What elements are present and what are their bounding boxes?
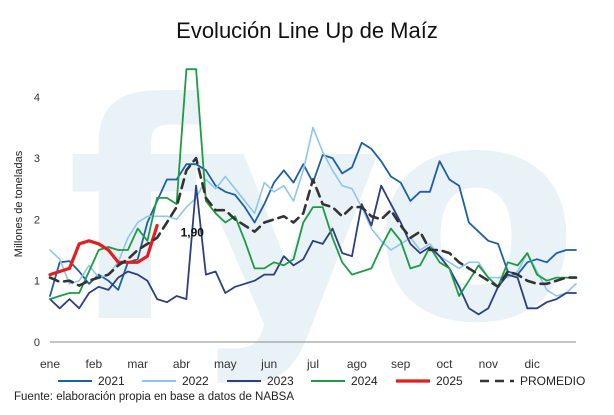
legend-item: PROMEDIO: [480, 374, 585, 388]
x-tick-label: ene: [40, 357, 60, 371]
y-tick-label: 0: [34, 337, 40, 349]
legend-item: 2021: [58, 374, 125, 388]
y-tick-label: 4: [34, 92, 40, 104]
legend: 2021 2022 2023 2024 2025 PROMEDIO: [58, 374, 585, 388]
series-line-2025: [48, 223, 159, 277]
legend-label: 2021: [98, 374, 125, 388]
x-tick-label: ago: [347, 357, 367, 371]
x-tick-label: mar: [127, 357, 148, 371]
source-note: Fuente: elaboración propia en base a dat…: [14, 391, 294, 403]
series-line-2024: [49, 68, 577, 301]
legend-label: 2023: [267, 374, 294, 388]
legend-label: 2024: [351, 374, 378, 388]
legend-label: 2025: [436, 374, 463, 388]
legend-label: 2022: [182, 374, 209, 388]
y-tick-label: 1: [34, 276, 40, 288]
x-tick-label: dic: [524, 357, 539, 371]
series-line-2023: [49, 184, 577, 316]
series-group: [48, 68, 578, 316]
x-tick-label: jul: [306, 357, 319, 371]
x-axis-ticks: ene feb mar abr may jun jul ago sep oct nov dic: [40, 357, 540, 371]
y-axis-ticks: 0 1 2 3 4: [34, 92, 40, 349]
legend-item: 2025: [396, 374, 463, 388]
x-tick-label: abr: [173, 357, 190, 371]
y-axis-label: Millones de toneladas: [13, 150, 25, 257]
y-tick-label: 3: [34, 153, 40, 165]
x-tick-label: may: [214, 357, 237, 371]
x-tick-label: sep: [391, 357, 411, 371]
x-tick-label: nov: [479, 357, 498, 371]
last-value-label: 1,90: [181, 226, 205, 240]
series-line-promedio: [48, 156, 578, 289]
y-tick-label: 2: [34, 214, 40, 226]
x-tick-label: jun: [260, 357, 277, 371]
chart-title: Evolución Line Up de Maíz: [176, 18, 438, 43]
x-tick-label: oct: [436, 357, 453, 371]
x-tick-label: feb: [85, 357, 102, 371]
legend-label: PROMEDIO: [520, 374, 585, 388]
watermark: fyo: [67, 40, 580, 389]
watermark-text: fyo: [67, 40, 570, 389]
legend-item: 2023: [227, 374, 294, 388]
legend-item: 2024: [311, 374, 378, 388]
legend-item: 2022: [142, 374, 209, 388]
